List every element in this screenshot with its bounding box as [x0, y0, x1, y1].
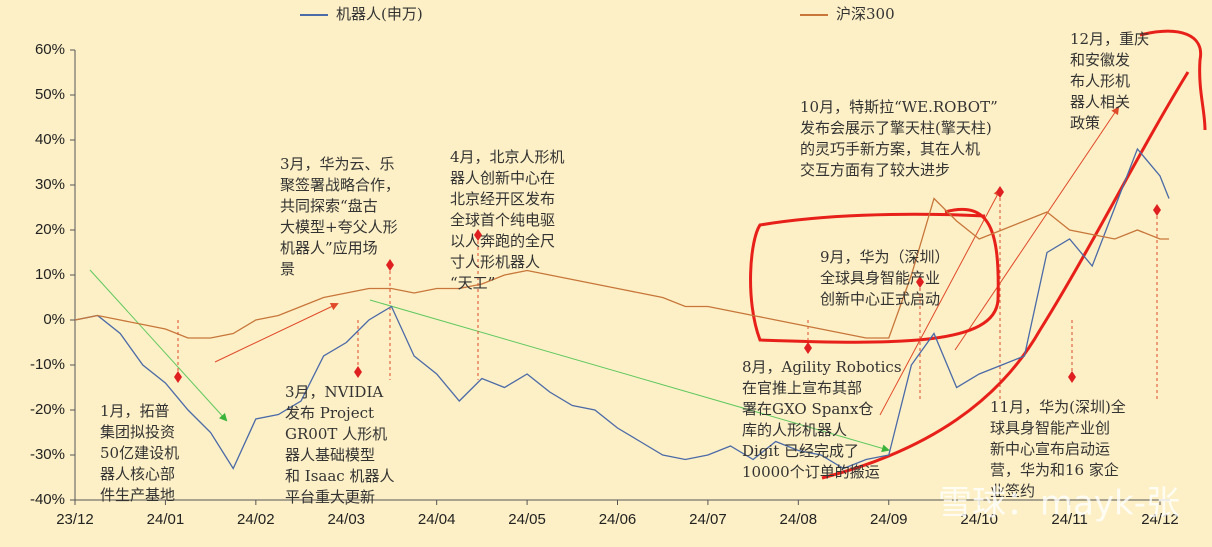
y-tick-label: 60% — [35, 41, 65, 58]
annotation: 发布 Project — [285, 404, 374, 422]
annotation: 全球首个纯电驱 — [450, 211, 555, 229]
hand-drawn-curve — [821, 71, 1190, 480]
annotation: 政策 — [1070, 114, 1100, 132]
x-tick-label: 24/10 — [960, 511, 998, 528]
annotation: 12月，重庆 — [1070, 30, 1149, 48]
y-tick-label: -40% — [30, 491, 65, 508]
x-tick-label: 23/12 — [56, 511, 94, 528]
y-tick-label: 40% — [35, 131, 65, 148]
annotation: Digit 已经完成了 — [742, 442, 859, 460]
event-marker — [916, 276, 924, 288]
annotation: GR00T 人形机 — [285, 425, 387, 443]
arrow — [369, 299, 890, 453]
arrow — [89, 269, 228, 422]
arrow — [954, 106, 1120, 351]
annotation: 业签约 — [990, 482, 1035, 500]
annotation: 器人创新中心在 — [450, 169, 555, 187]
annotation: 器人相关 — [1070, 93, 1130, 111]
annotation: 发布会展示了擎天柱(擎天柱) — [800, 119, 992, 137]
annotation: 交互方面有了较大进步 — [800, 161, 950, 179]
event-marker — [996, 186, 1004, 198]
legend-label: 沪深300 — [836, 5, 895, 23]
annotation: 9月，华为（深圳） — [820, 248, 950, 266]
annotation: 11月，华为(深圳)全 — [990, 398, 1126, 416]
annotation: 全球具身智能产业 — [820, 269, 940, 287]
series-line — [74, 147, 1170, 470]
x-tick-label: 24/12 — [1141, 511, 1179, 528]
annotation: 机器人”应用场 — [280, 239, 378, 257]
annotation: 大模型+夸父人形 — [280, 218, 398, 236]
x-tick-label: 24/02 — [237, 511, 275, 528]
hand-drawn-arc — [1139, 29, 1207, 131]
annotation: 10月，特斯拉“WE.ROBOT” — [800, 98, 998, 116]
x-tick-label: 24/11 — [1051, 511, 1087, 528]
annotation: 球具身智能产业创 — [990, 419, 1110, 437]
y-tick-label: 0% — [43, 311, 65, 328]
series-line — [74, 197, 1169, 339]
annotation: 1月，拓普 — [100, 402, 170, 420]
annotation: 的灵巧手新方案，其在人机 — [800, 140, 980, 158]
annotation: 器人基础模型 — [285, 446, 375, 464]
x-tick-label: 24/08 — [780, 511, 818, 528]
annotation: 北京经开区发布 — [450, 190, 555, 208]
y-tick-label: 50% — [35, 86, 65, 103]
y-tick-label: -20% — [30, 401, 65, 418]
annotation: 创新中心正式启动 — [820, 290, 940, 308]
annotation: 署在GXO Spanx仓 — [742, 400, 873, 418]
event-marker — [1068, 371, 1076, 383]
annotation: 4月，北京人形机 — [450, 148, 565, 166]
arrow — [214, 302, 339, 363]
annotation: 库的人形机器人 — [742, 421, 847, 439]
annotation: 新中心宣布启动运 — [990, 440, 1110, 458]
watermark: 雪球：mayk-张 — [938, 484, 1180, 524]
annotation: 50亿建设机 — [100, 444, 179, 462]
y-tick-label: 10% — [35, 266, 65, 283]
annotation: 3月，NVIDIA — [285, 383, 383, 401]
annotation: 营，华为和16 家企 — [990, 461, 1119, 479]
arrows — [89, 29, 1207, 480]
annotation: “天工” — [450, 274, 495, 292]
annotation: 和安徽发 — [1070, 51, 1130, 69]
annotation: 集团拟投资 — [100, 423, 175, 441]
y-tick-label: -30% — [30, 446, 65, 463]
annotation: 以人奔跑的全尺 — [450, 232, 555, 250]
legend-label: 机器人(申万) — [336, 5, 423, 23]
annotation: 共同探索“盘古 — [280, 197, 378, 215]
x-tick-label: 24/05 — [508, 511, 546, 528]
event-marker — [804, 342, 812, 354]
event-marker — [386, 259, 394, 271]
x-tick-label: 24/01 — [147, 511, 185, 528]
x-tick-label: 24/06 — [599, 511, 637, 528]
hand-drawn-box — [749, 207, 1000, 344]
annotation: 在官推上宣布其部 — [742, 379, 862, 397]
x-tick-label: 24/09 — [870, 511, 908, 528]
annotation: 平台重大更新 — [285, 488, 375, 506]
annotation: 寸人形机器人 — [450, 253, 540, 271]
annotation: 10000个订单的搬运 — [742, 463, 880, 481]
annotation: 布人形机 — [1070, 72, 1130, 90]
event-marker — [174, 371, 182, 383]
x-tick-label: 24/03 — [327, 511, 365, 528]
x-tick-label: 24/04 — [418, 511, 456, 528]
arrow — [879, 188, 1001, 416]
annotation: 聚签署战略合作， — [280, 176, 400, 194]
annotation: 件生产基地 — [100, 486, 175, 504]
annotation: 景 — [280, 260, 295, 278]
annotation: 器人核心部 — [100, 465, 175, 483]
event-marker — [354, 366, 362, 378]
y-tick-label: 30% — [35, 176, 65, 193]
annotation: 3月，华为云、乐 — [280, 155, 395, 173]
annotation: 8月，Agility Robotics — [742, 358, 902, 376]
event-marker — [474, 229, 482, 241]
y-tick-label: -10% — [30, 356, 65, 373]
x-tick-label: 24/07 — [689, 511, 727, 528]
event-marker — [1153, 204, 1161, 216]
annotation: 和 Isaac 机器人 — [285, 467, 394, 485]
y-tick-label: 20% — [35, 221, 65, 238]
